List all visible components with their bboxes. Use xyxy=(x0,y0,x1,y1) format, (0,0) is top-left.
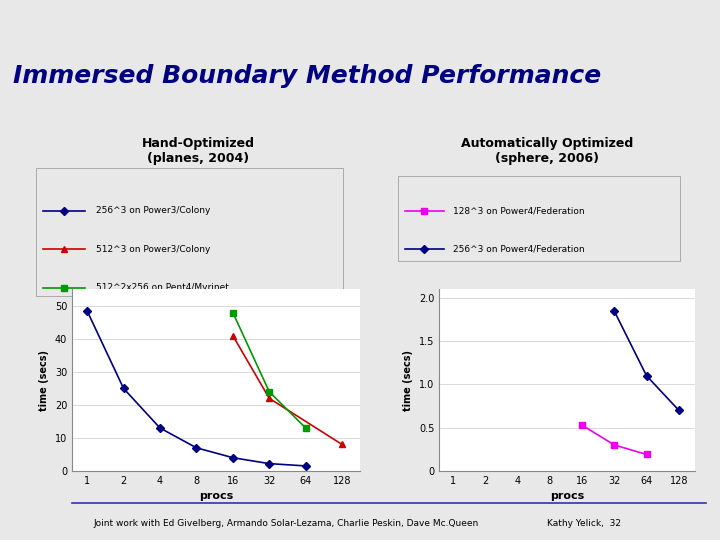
512^3 on Power3/Colony xyxy=(338,441,346,448)
512^2x256 on Pent4/Myrinet xyxy=(265,388,274,395)
512^3 on Power3/Colony xyxy=(265,395,274,402)
256^3 on Power3/Colony xyxy=(265,461,274,467)
Text: Hand-Optimized
(planes, 2004): Hand-Optimized (planes, 2004) xyxy=(142,137,254,165)
128^3 on Power4/Federation xyxy=(610,442,618,448)
512^2x256 on Pent4/Myrinet xyxy=(302,425,310,431)
Text: Automatically Optimized
(sphere, 2006): Automatically Optimized (sphere, 2006) xyxy=(461,137,634,165)
256^3 on Power3/Colony xyxy=(156,425,164,431)
Text: 512^3 on Power3/Colony: 512^3 on Power3/Colony xyxy=(96,245,210,254)
Line: 256^3 on Power4/Federation: 256^3 on Power4/Federation xyxy=(611,308,682,413)
Text: 128^3 on Power4/Federation: 128^3 on Power4/Federation xyxy=(454,206,585,215)
256^3 on Power3/Colony xyxy=(192,444,201,451)
Line: 128^3 on Power4/Federation: 128^3 on Power4/Federation xyxy=(579,422,649,457)
256^3 on Power4/Federation xyxy=(675,407,683,414)
Text: Kathy Yelick,  32: Kathy Yelick, 32 xyxy=(547,519,621,529)
512^3 on Power3/Colony xyxy=(228,332,237,339)
128^3 on Power4/Federation xyxy=(577,422,586,428)
Text: 256^3 on Power3/Colony: 256^3 on Power3/Colony xyxy=(96,206,210,215)
Line: 256^3 on Power3/Colony: 256^3 on Power3/Colony xyxy=(84,308,308,469)
Line: 512^2x256 on Pent4/Myrinet: 512^2x256 on Pent4/Myrinet xyxy=(230,310,308,431)
256^3 on Power3/Colony xyxy=(302,463,310,469)
X-axis label: procs: procs xyxy=(199,491,233,501)
256^3 on Power3/Colony xyxy=(120,385,128,392)
Text: 256^3 on Power4/Federation: 256^3 on Power4/Federation xyxy=(454,245,585,254)
128^3 on Power4/Federation xyxy=(642,451,651,458)
Text: Immersed Boundary Method Performance: Immersed Boundary Method Performance xyxy=(13,64,601,89)
256^3 on Power4/Federation xyxy=(642,373,651,379)
Text: Joint work with Ed Givelberg, Armando Solar-Lezama, Charlie Peskin, Dave Mc.Quee: Joint work with Ed Givelberg, Armando So… xyxy=(94,519,479,529)
256^3 on Power3/Colony xyxy=(228,455,237,461)
Y-axis label: time (secs): time (secs) xyxy=(403,349,413,410)
256^3 on Power4/Federation xyxy=(610,308,618,314)
Line: 512^3 on Power3/Colony: 512^3 on Power3/Colony xyxy=(230,333,345,447)
256^3 on Power3/Colony xyxy=(83,308,91,314)
Y-axis label: time (secs): time (secs) xyxy=(39,349,49,410)
X-axis label: procs: procs xyxy=(550,491,584,501)
512^2x256 on Pent4/Myrinet xyxy=(228,309,237,316)
Text: 512^2x256 on Pent4/Myrinet: 512^2x256 on Pent4/Myrinet xyxy=(96,284,228,292)
